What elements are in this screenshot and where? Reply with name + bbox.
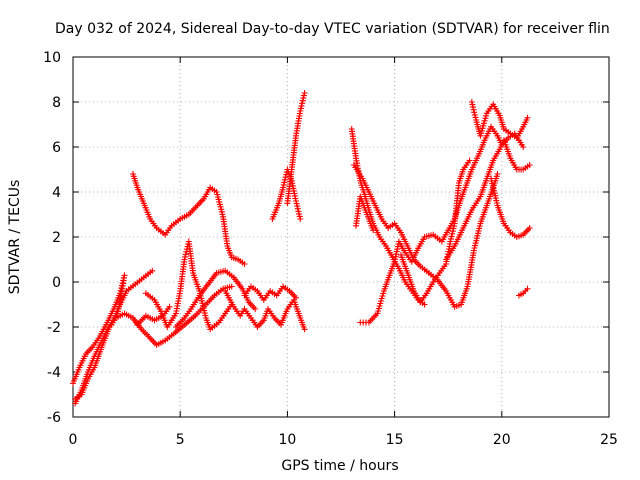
x-tick-label: 5 — [176, 432, 185, 448]
y-tick-label: 2 — [52, 230, 61, 246]
data-point-marker — [299, 100, 306, 107]
data-point-marker — [252, 306, 259, 312]
x-tick-label: 15 — [386, 432, 404, 448]
series-11 — [284, 90, 308, 207]
x-tick-label: 10 — [278, 432, 296, 448]
data-point-marker — [524, 114, 531, 121]
y-axis-label: SDTVAR / TECUs — [7, 180, 23, 295]
data-point-marker — [182, 251, 189, 258]
y-tick-label: 0 — [52, 275, 61, 291]
series-16 — [398, 157, 473, 306]
data-point-marker — [281, 176, 288, 183]
data-point-marker — [447, 238, 454, 245]
y-tick-label: -2 — [47, 320, 61, 336]
data-point-marker — [282, 174, 289, 181]
data-point-marker — [494, 171, 501, 177]
series-trace — [175, 270, 256, 328]
series-2 — [72, 303, 173, 402]
series-8 — [222, 288, 308, 333]
data-point-marker — [526, 162, 533, 168]
axes: 0 5 10 15 20 25 -6 -4 -2 0 2 4 6 8 10 — [43, 50, 618, 448]
data-point-marker — [295, 208, 302, 215]
data-point-marker — [149, 267, 156, 274]
data-point-marker — [370, 227, 377, 234]
data-point-marker — [466, 157, 473, 164]
data-point-marker — [449, 228, 456, 235]
data-point-marker — [297, 216, 304, 222]
data-point-marker — [471, 109, 478, 116]
data-point-marker — [228, 283, 235, 290]
data-point-marker — [526, 225, 533, 231]
y-tick-label: -6 — [47, 410, 61, 426]
data-point-marker — [472, 114, 479, 121]
data-point-marker — [470, 106, 477, 113]
data-point-marker — [281, 179, 288, 186]
data-point-marker — [296, 213, 303, 220]
data-point-marker — [297, 108, 304, 114]
data-point-marker — [301, 326, 308, 333]
data-point-marker — [524, 285, 531, 292]
y-tick-label: -4 — [47, 365, 61, 381]
data-point-marker — [448, 233, 455, 240]
data-point-marker — [449, 230, 456, 237]
data-point-marker — [300, 92, 307, 99]
series-15 — [357, 123, 527, 326]
chart-title: Day 032 of 2024, Sidereal Day-to-day VTE… — [55, 21, 610, 37]
data-point-marker — [294, 205, 301, 212]
data-point-marker — [241, 261, 248, 267]
series-3 — [108, 267, 156, 328]
data-point-marker — [301, 90, 308, 96]
series-14 — [353, 193, 377, 234]
series-5 — [130, 171, 248, 267]
data-point-marker — [451, 223, 457, 230]
data-point-marker — [293, 294, 299, 301]
x-tick-label: 20 — [493, 432, 511, 448]
data-point-marker — [183, 248, 190, 255]
data-point-marker — [298, 102, 305, 109]
data-point-marker — [294, 203, 301, 210]
data-point-marker — [468, 99, 475, 105]
y-tick-label: 10 — [43, 50, 61, 66]
data-layer — [70, 90, 533, 407]
data-point-marker — [520, 144, 527, 150]
y-tick-label: 6 — [52, 140, 61, 156]
series-7 — [172, 267, 259, 330]
data-point-marker — [293, 198, 299, 204]
y-tick-label: 4 — [52, 185, 61, 201]
data-point-marker — [470, 104, 476, 111]
x-tick-label: 25 — [600, 432, 618, 448]
y-tick-label: 8 — [52, 95, 61, 111]
grid — [73, 57, 609, 417]
series-4 — [130, 283, 235, 348]
series-10 — [269, 166, 304, 222]
series-18 — [468, 99, 531, 141]
data-point-marker — [181, 256, 188, 263]
series-19 — [488, 175, 533, 240]
x-tick-label: 0 — [69, 432, 78, 448]
data-point-marker — [280, 184, 287, 191]
series-20 — [516, 285, 531, 299]
series-1 — [70, 272, 128, 407]
data-point-marker — [421, 301, 428, 308]
series-9 — [241, 283, 299, 303]
data-point-marker — [299, 97, 306, 104]
data-point-marker — [166, 303, 173, 310]
x-axis-label: GPS time / hours — [281, 458, 398, 474]
